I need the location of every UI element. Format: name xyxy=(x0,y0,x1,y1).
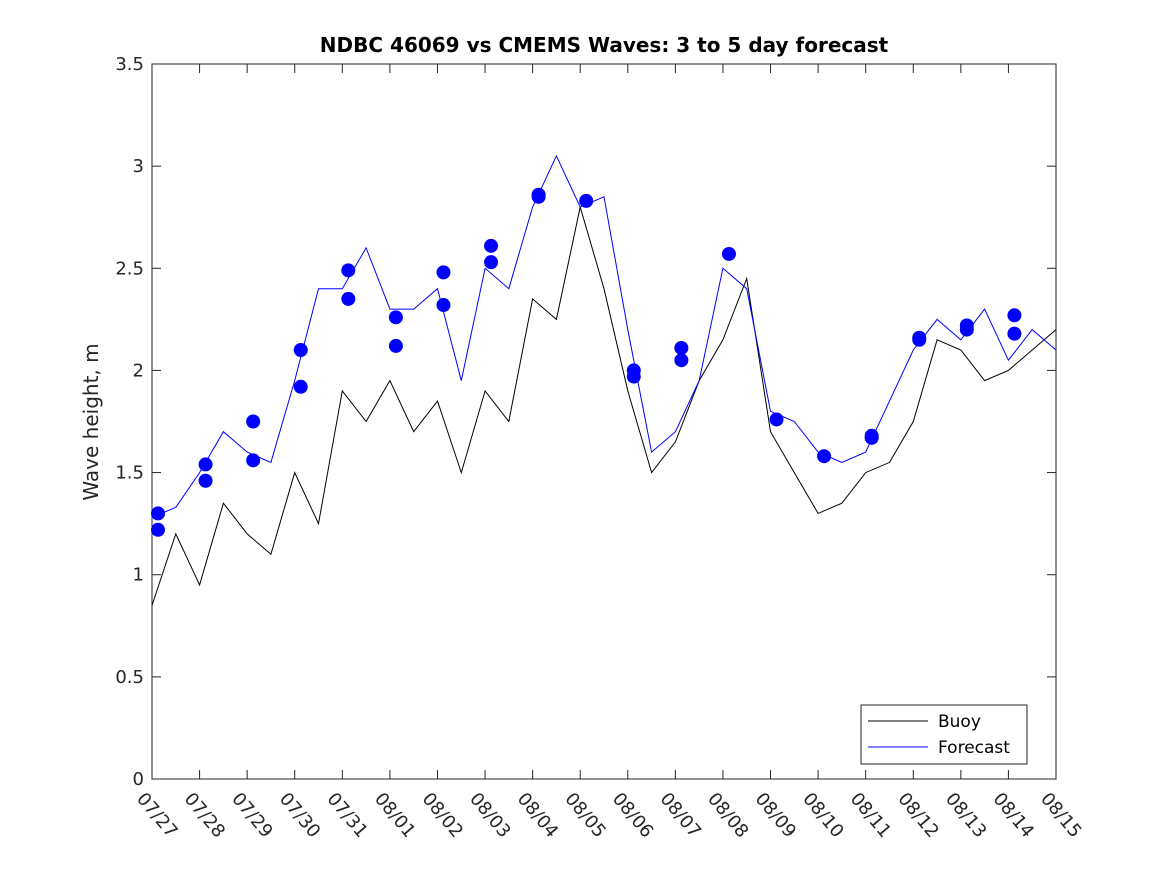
forecast-marker xyxy=(1007,326,1022,341)
forecast-marker xyxy=(436,265,451,280)
forecast-marker xyxy=(674,340,689,355)
forecast-marker xyxy=(484,255,499,270)
forecast-marker xyxy=(626,369,641,384)
y-tick-label: 0 xyxy=(133,769,144,790)
y-tick-label: 2 xyxy=(133,360,144,381)
forecast-marker xyxy=(293,343,308,357)
forecast-marker xyxy=(579,193,594,208)
forecast-marker xyxy=(293,379,308,394)
forecast-marker xyxy=(198,473,213,488)
y-tick-label: 0.5 xyxy=(115,667,144,688)
forecast-marker xyxy=(246,453,261,468)
legend-forecast-label: Forecast xyxy=(938,738,1010,758)
y-tick-label: 1 xyxy=(133,565,144,586)
forecast-marker xyxy=(1007,308,1022,323)
forecast-marker xyxy=(151,522,165,537)
forecast-marker xyxy=(388,338,403,353)
forecast-marker xyxy=(341,291,356,306)
forecast-marker xyxy=(817,449,832,464)
forecast-marker xyxy=(864,428,879,443)
forecast-marker xyxy=(674,353,689,368)
forecast-marker xyxy=(341,263,356,278)
forecast-marker xyxy=(246,414,261,429)
forecast-marker xyxy=(912,332,927,347)
forecast-marker xyxy=(198,457,213,472)
forecast-marker xyxy=(484,238,499,253)
forecast-marker xyxy=(721,246,736,261)
legend: Buoy Forecast xyxy=(860,704,1028,765)
y-tick-label: 3 xyxy=(133,156,144,177)
y-tick-label: 3.5 xyxy=(115,54,144,75)
forecast-marker xyxy=(769,412,784,427)
legend-buoy-label: Buoy xyxy=(938,712,981,732)
axes-box xyxy=(151,63,1057,780)
legend-box xyxy=(860,704,1028,765)
y-tick-label: 2.5 xyxy=(115,258,144,279)
forecast-marker xyxy=(388,310,403,325)
forecast-marker xyxy=(531,189,546,204)
chart-title: NDBC 46069 vs CMEMS Waves: 3 to 5 day fo… xyxy=(320,33,889,57)
y-axis-label: Wave height, m xyxy=(79,343,103,500)
forecast-marker xyxy=(436,298,451,313)
forecast-marker xyxy=(151,506,165,521)
series-line-buoy xyxy=(151,206,1057,606)
forecast-marker xyxy=(959,322,974,337)
y-tick-label: 1.5 xyxy=(115,463,144,484)
